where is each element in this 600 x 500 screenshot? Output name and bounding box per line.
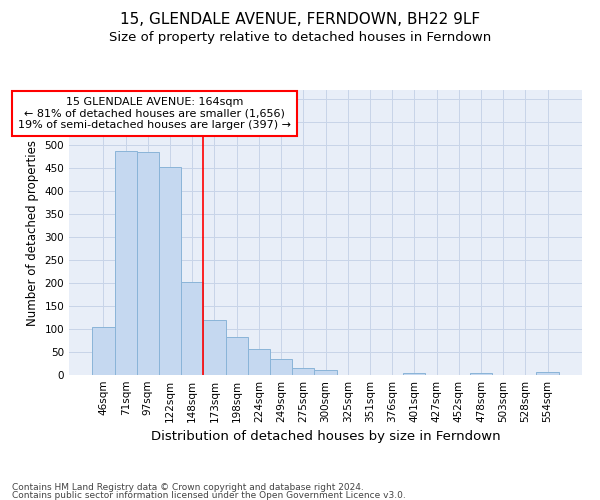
Text: 15, GLENDALE AVENUE, FERNDOWN, BH22 9LF: 15, GLENDALE AVENUE, FERNDOWN, BH22 9LF xyxy=(120,12,480,28)
Bar xyxy=(314,370,337,375)
Text: Contains public sector information licensed under the Open Government Licence v3: Contains public sector information licen… xyxy=(12,491,406,500)
Text: Contains HM Land Registry data © Crown copyright and database right 2024.: Contains HM Land Registry data © Crown c… xyxy=(12,482,364,492)
Text: Size of property relative to detached houses in Ferndown: Size of property relative to detached ho… xyxy=(109,31,491,44)
Bar xyxy=(403,372,425,375)
Bar xyxy=(137,152,159,375)
Bar xyxy=(470,372,492,375)
Text: 15 GLENDALE AVENUE: 164sqm
← 81% of detached houses are smaller (1,656)
19% of s: 15 GLENDALE AVENUE: 164sqm ← 81% of deta… xyxy=(18,97,291,130)
Bar xyxy=(292,368,314,375)
Bar xyxy=(159,167,181,375)
Bar xyxy=(115,151,137,375)
Bar xyxy=(536,372,559,375)
Bar xyxy=(226,338,248,375)
X-axis label: Distribution of detached houses by size in Ferndown: Distribution of detached houses by size … xyxy=(151,430,500,444)
Bar xyxy=(270,359,292,375)
Bar xyxy=(203,320,226,375)
Bar xyxy=(248,350,270,375)
Bar xyxy=(181,282,203,375)
Y-axis label: Number of detached properties: Number of detached properties xyxy=(26,140,39,326)
Bar xyxy=(92,326,115,375)
